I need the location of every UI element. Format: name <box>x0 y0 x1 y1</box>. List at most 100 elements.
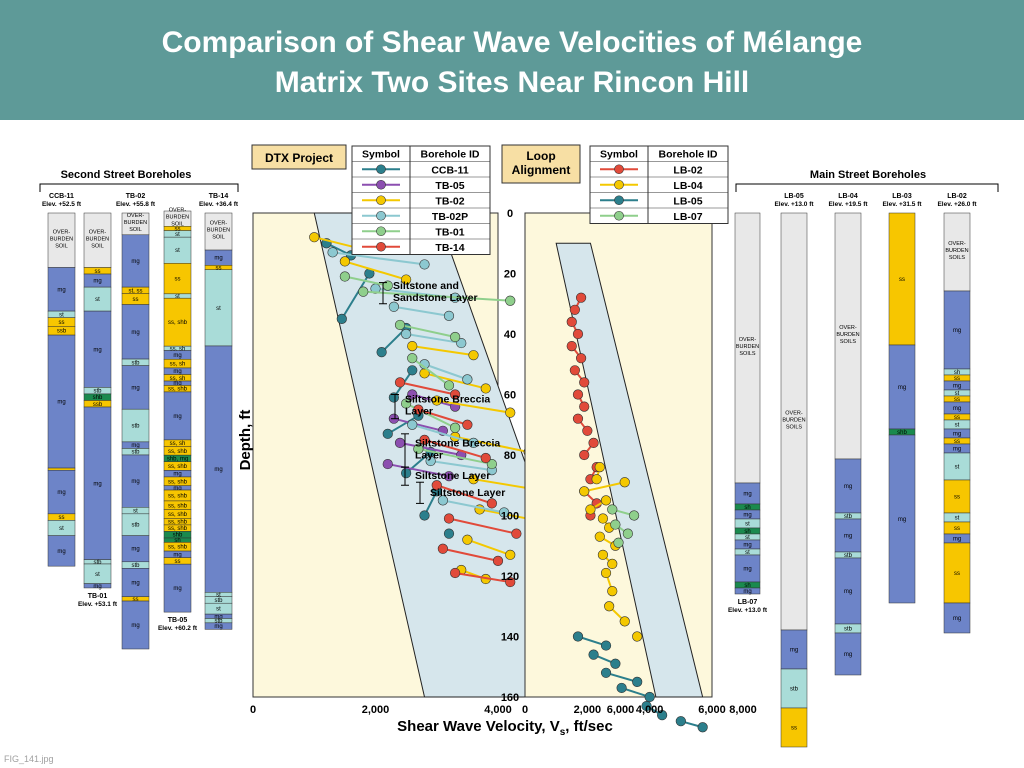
borehole-layer-label: ss <box>954 397 960 403</box>
data-point <box>443 528 455 539</box>
data-point <box>407 341 418 352</box>
borehole-layer-mg <box>780 629 808 670</box>
main-street-bracket <box>735 183 999 192</box>
data-point <box>468 350 479 361</box>
borehole-id: TB-14 <box>209 193 229 200</box>
borehole-elevation: Elev. +13.0 ft <box>774 201 814 208</box>
series-segment <box>454 435 529 453</box>
velocity-envelope <box>555 242 704 698</box>
data-point <box>575 292 587 303</box>
borehole-tb-01: OVER-BURDENSOILssmgstmgstbshbssbmgstbstm… <box>78 212 118 608</box>
borehole-elevation: Elev. +19.5 ft <box>828 201 868 208</box>
series-segment <box>411 423 474 444</box>
borehole-layer-label: ss <box>133 597 139 603</box>
data-point <box>505 576 516 588</box>
borehole-layer-label: mg <box>93 279 101 285</box>
borehole-elevation: Elev. +13.0 ft <box>728 607 768 614</box>
borehole-layer-label: stb <box>844 514 853 520</box>
dtx-legend: Symbol Borehole ID CCB-11 TB-05 TB-02 TB-02P T… <box>351 145 491 255</box>
slide-title-line-2: Matrix Two Sites Near Rincon Hill <box>274 66 750 99</box>
legend-label: LB-07 <box>673 211 702 223</box>
borehole-layer-label: ssb <box>57 329 67 335</box>
borehole-layer-label: mg <box>898 517 906 523</box>
data-point <box>462 534 473 545</box>
annotation-text: Siltstone Layer <box>430 487 505 499</box>
data-point <box>569 365 580 376</box>
y-axis-title: Depth, ft <box>237 410 254 471</box>
borehole-layer-label: ss, sh <box>170 346 186 352</box>
data-point <box>600 495 612 506</box>
data-point <box>401 274 412 285</box>
borehole-layer-label: mg <box>57 400 65 406</box>
dtx-title: DTX Project <box>265 151 333 165</box>
annotation-text: Siltstone Breccia Layer <box>415 437 500 461</box>
borehole-layer-label: ss, sh <box>170 441 186 447</box>
legend-header-borehole: Borehole ID <box>659 149 718 161</box>
data-point <box>419 259 430 270</box>
data-point <box>419 434 430 445</box>
borehole-layer-label: SOILS <box>739 351 756 357</box>
series-segment <box>387 463 450 478</box>
data-point <box>579 486 590 497</box>
data-point <box>425 455 436 467</box>
borehole-elevation: Elev. +60.2 ft <box>158 625 198 632</box>
borehole-layer-label: ssb <box>93 402 103 408</box>
borehole-layer-label: shb, mg <box>167 456 188 462</box>
borehole-layer-label: ss <box>954 526 960 532</box>
borehole-layer-label: BURDEN <box>124 220 147 226</box>
borehole-layer-label: mg <box>844 589 852 595</box>
borehole-layer-label: mg <box>953 616 961 622</box>
borehole-layer-mg <box>834 458 862 514</box>
data-point <box>657 710 668 721</box>
data-point <box>413 443 424 455</box>
borehole-layer-label: stb <box>131 563 140 569</box>
legend-label: TB-02 <box>435 195 464 207</box>
borehole-layer-label: st <box>216 607 221 613</box>
borehole-layer-label: ss, shb <box>168 449 188 455</box>
y-tick-label: 0 <box>507 208 513 220</box>
borehole-layer-overburden <box>943 212 971 292</box>
series-segment <box>467 538 511 556</box>
main-street-boreholes-group: Main Street Boreholes OVER-BURDENSOILSmg… <box>728 169 999 748</box>
borehole-layer-label: ss <box>175 277 181 283</box>
borehole-elevation: Elev. +52.5 ft <box>42 201 82 208</box>
borehole-layer-label: mg <box>131 385 139 391</box>
borehole-layer-label: ss <box>954 415 960 421</box>
series-segment <box>442 547 499 562</box>
borehole-layer-label: OVER- <box>785 411 803 417</box>
borehole-layer-label: BURDEN <box>836 332 859 338</box>
series-tb-14 <box>394 377 522 588</box>
data-point <box>437 495 448 506</box>
borehole-layer-mg <box>83 406 112 560</box>
data-point <box>594 531 605 542</box>
legend-label: TB-01 <box>435 226 464 238</box>
x-tick-label: 2,000 <box>574 704 602 716</box>
series-tb-01 <box>339 271 516 470</box>
series-segment <box>387 414 419 435</box>
borehole-layer-label: st <box>133 509 138 515</box>
data-point <box>575 353 587 364</box>
borehole-layer-mg <box>47 535 76 567</box>
borehole-layer-label: BURDEN <box>207 228 230 234</box>
data-point <box>619 616 630 627</box>
borehole-layer-label: mg <box>214 614 222 620</box>
legend-swatch-dot <box>376 226 386 237</box>
data-point <box>572 413 584 424</box>
borehole-layer-mg <box>834 557 862 625</box>
data-point <box>616 682 627 694</box>
data-point <box>641 700 652 712</box>
borehole-layer-label: stb <box>844 627 853 633</box>
data-point <box>407 365 418 376</box>
data-point <box>572 389 584 400</box>
borehole-layer-label: st <box>175 248 180 254</box>
borehole-id: TB-01 <box>88 593 108 600</box>
borehole-layer-label: ss, shb <box>168 526 188 532</box>
borehole-id: LB-02 <box>947 193 967 200</box>
series-segment <box>418 408 468 426</box>
data-point <box>566 341 577 352</box>
series-segment <box>344 260 407 281</box>
borehole-layer-overburden <box>734 212 761 484</box>
